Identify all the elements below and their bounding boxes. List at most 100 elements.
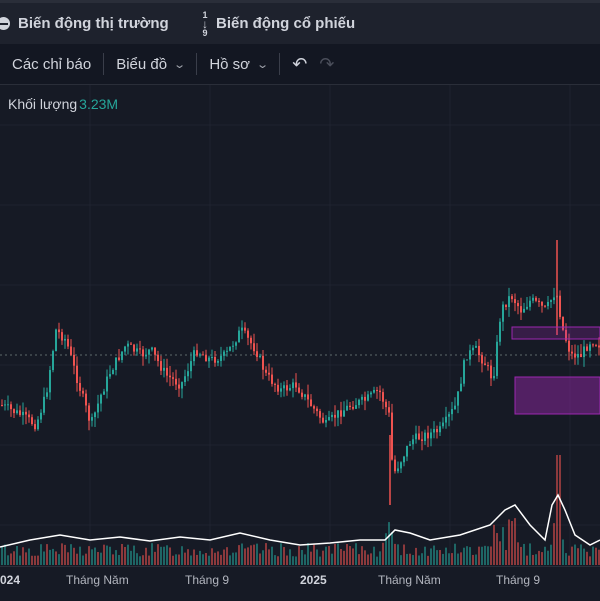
volume-bar [481, 546, 483, 565]
candlestick-chart[interactable] [0, 85, 600, 565]
profile-dropdown[interactable]: Hồ sơ ⌄ [197, 44, 279, 84]
candle [37, 419, 39, 430]
volume-bar [64, 544, 66, 565]
volume-bar [487, 546, 489, 565]
candle [19, 410, 21, 416]
candle [88, 405, 90, 421]
candle [73, 354, 75, 366]
volume-bar [496, 533, 498, 565]
candle [553, 297, 555, 301]
volume-bar [22, 547, 24, 565]
volume-bar [76, 553, 78, 565]
candle [10, 404, 12, 410]
volume-bar [187, 549, 189, 565]
volume-bar [586, 551, 588, 565]
candle [565, 329, 567, 341]
volume-bar [1, 546, 3, 565]
volume-bar [49, 549, 51, 565]
candle [241, 327, 243, 331]
candle [463, 360, 465, 384]
volume-bar [316, 549, 318, 565]
volume-bar [184, 552, 186, 565]
candle [472, 347, 474, 351]
candle [538, 300, 540, 303]
candle [319, 411, 321, 418]
candle [427, 432, 429, 439]
candle [274, 383, 276, 385]
volume-bar [529, 543, 531, 565]
chart-type-dropdown[interactable]: Biểu đồ ⌄ [104, 44, 196, 84]
tab-market-movement[interactable]: Biến động thị trường [0, 3, 190, 44]
undo-button[interactable]: ↶ [280, 44, 319, 84]
volume-bar [43, 551, 45, 565]
volume-bar [421, 553, 423, 565]
candle [586, 346, 588, 351]
candle [49, 370, 51, 393]
price-chart-area[interactable] [0, 85, 600, 565]
time-axis-tick: 2025 [300, 573, 327, 587]
candle [172, 377, 174, 379]
volume-bar [298, 546, 300, 565]
candle [28, 414, 30, 418]
volume-bar [337, 543, 339, 565]
candle [250, 337, 252, 344]
volume-bar [97, 552, 99, 565]
volume-bar [331, 553, 333, 565]
volume-bar [67, 552, 69, 565]
volume-bar [580, 544, 582, 565]
volume-bar [514, 518, 516, 565]
candle [589, 344, 591, 351]
candle [283, 385, 285, 389]
volume-bar [568, 555, 570, 565]
volume-bar [382, 542, 384, 565]
tab-stock-movement[interactable]: 1 ↓ 9 Biến động cổ phiếu [190, 3, 355, 44]
candle [193, 350, 195, 362]
chart-type-label: Biểu đồ [116, 55, 168, 73]
volume-bar [592, 546, 594, 565]
volume-bar [100, 552, 102, 565]
volume-bar [61, 543, 63, 565]
candle [481, 355, 483, 364]
redo-icon: ↷ [319, 53, 335, 74]
candle [256, 351, 258, 357]
tab-market-movement-label: Biến động thị trường [18, 15, 169, 32]
candle [121, 351, 123, 360]
candle [235, 342, 237, 346]
candle [430, 432, 432, 439]
candle [292, 382, 294, 389]
volume-bar [37, 555, 39, 565]
indicators-button[interactable]: Các chỉ báo [0, 44, 103, 84]
volume-bar [565, 553, 567, 565]
candle [577, 353, 579, 358]
candle [403, 456, 405, 463]
time-axis[interactable]: 024 Tháng Năm Tháng 9 2025 Tháng Năm Thá… [0, 566, 600, 601]
candle [592, 344, 594, 346]
candle [16, 410, 18, 414]
volume-bar [370, 553, 372, 565]
candle [154, 347, 156, 355]
volume-bar [322, 550, 324, 565]
candle [394, 459, 396, 472]
volume-bar [271, 546, 273, 565]
volume-bar [139, 556, 141, 565]
candle [361, 396, 363, 400]
volume-bar [268, 549, 270, 565]
candle [217, 360, 219, 363]
candle [40, 412, 42, 420]
volume-bar [313, 544, 315, 565]
volume-bar [157, 544, 159, 565]
candle [382, 392, 384, 402]
candle [70, 346, 72, 355]
candle [85, 393, 87, 406]
candle [532, 297, 534, 301]
candle [43, 396, 45, 413]
candle [106, 376, 108, 392]
candle [421, 439, 423, 441]
demand-zone [514, 376, 600, 415]
volume-bar [226, 547, 228, 565]
candle [460, 383, 462, 392]
volume-bar [436, 550, 438, 565]
candle [454, 405, 456, 410]
candle [157, 354, 159, 362]
candle [508, 296, 510, 307]
